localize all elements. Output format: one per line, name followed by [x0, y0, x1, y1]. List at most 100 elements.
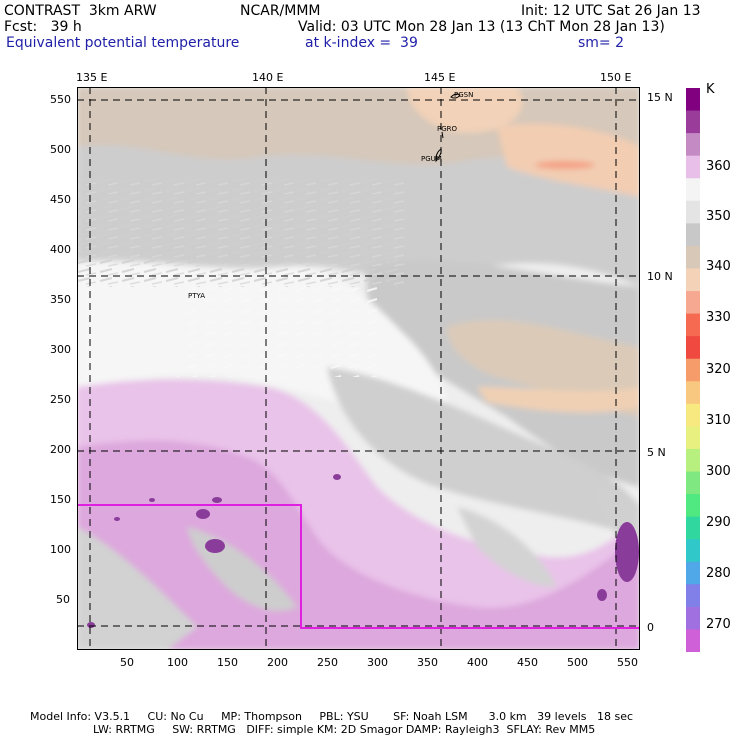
- colorbar-swatch: [686, 381, 700, 405]
- x-tick-label: 450: [517, 656, 538, 669]
- station-label: PGSN: [454, 91, 473, 99]
- island-saipan: [450, 93, 461, 99]
- colorbar-swatch: [686, 494, 700, 518]
- streak-texture-north: [77, 177, 407, 287]
- field-peach-north: [407, 87, 523, 133]
- y-tick-label: 250: [50, 393, 71, 406]
- field-orange-core: [535, 161, 595, 169]
- field-gray-south2: [457, 507, 557, 587]
- colorbar-swatch: [686, 358, 700, 382]
- colorbar-swatch: [686, 606, 700, 630]
- purple-blob: [333, 474, 341, 480]
- colorbar-label: 330: [706, 310, 731, 325]
- model-info-line2: LW: RRTMG SW: RRTMG DIFF: simple KM: 2D …: [30, 723, 596, 736]
- field-gray-sw: [77, 527, 197, 650]
- y-tick-label: 450: [50, 193, 71, 206]
- model-title: CONTRAST 3km ARW: [4, 3, 157, 19]
- field-name: Equivalent potential temperature: [6, 35, 240, 51]
- streak-texture-central: [177, 287, 377, 377]
- colorbar-swatch: [686, 268, 700, 292]
- colorbar-label: 300: [706, 464, 731, 479]
- purple-blob: [114, 517, 120, 521]
- x-tick-label: 550: [617, 656, 638, 669]
- y-tick-label: 500: [50, 143, 71, 156]
- colorbar-swatch: [686, 336, 700, 360]
- station-label: PGRO: [437, 125, 458, 133]
- field-peach-ne: [497, 123, 640, 197]
- colorbar-swatch: [686, 584, 700, 608]
- colorbar-label: 310: [706, 413, 731, 428]
- colorbar: [686, 88, 700, 652]
- y-tick-label: 550: [50, 93, 71, 106]
- purple-blob: [149, 498, 155, 502]
- island-guam: [435, 148, 442, 163]
- colorbar-label: 280: [706, 566, 731, 581]
- colorbar-unit: K: [706, 82, 715, 97]
- x-tick-label: 250: [317, 656, 338, 669]
- purple-blob: [212, 497, 222, 503]
- x-tick-label: 150: [217, 656, 238, 669]
- lon-label: 135 E: [76, 71, 108, 84]
- island-rota: [441, 131, 444, 139]
- station-label: PTYA: [188, 292, 205, 300]
- x-tick-label: 200: [267, 656, 288, 669]
- lat-label: 0: [647, 621, 654, 634]
- x-tick-label: 400: [467, 656, 488, 669]
- colorbar-label: 270: [706, 617, 731, 632]
- purple-blob: [597, 589, 607, 601]
- colorbar-swatch: [686, 313, 700, 337]
- smoothing: sm= 2: [578, 35, 625, 51]
- lat-label: 15 N: [647, 91, 673, 104]
- colorbar-swatch: [686, 200, 700, 224]
- x-tick-label: 500: [567, 656, 588, 669]
- colorbar-swatch: [686, 155, 700, 179]
- colorbar-swatch: [686, 448, 700, 473]
- colorbar-swatch: [686, 245, 700, 269]
- field-gray-central: [327, 367, 640, 537]
- colorbar-swatch: [686, 403, 700, 427]
- colorbar-swatch: [686, 471, 700, 495]
- purple-blob: [87, 622, 95, 628]
- purple-blob: [196, 509, 210, 519]
- lat-label: 5 N: [647, 446, 666, 459]
- colorbar-label: 350: [706, 209, 731, 224]
- y-tick-label: 200: [50, 443, 71, 456]
- lon-label: 145 E: [424, 71, 456, 84]
- field-pink-south: [77, 440, 640, 650]
- x-tick-label: 350: [417, 656, 438, 669]
- colorbar-swatch: [686, 426, 700, 450]
- colorbar-swatch: [686, 561, 700, 585]
- colorbar-swatch: [686, 88, 700, 112]
- map-frame: [77, 87, 640, 650]
- colorbar-swatch: [686, 291, 700, 315]
- nested-domain-outline: [77, 504, 640, 629]
- colorbar-label: 320: [706, 362, 731, 377]
- forecast-hour: Fcst: 39 h: [4, 19, 82, 35]
- y-tick-label: 350: [50, 293, 71, 306]
- y-tick-label: 100: [50, 543, 71, 556]
- y-tick-label: 150: [50, 493, 71, 506]
- colorbar-swatch: [686, 178, 700, 202]
- valid-time: Valid: 03 UTC Mon 28 Jan 13 (13 ChT Mon …: [298, 19, 665, 35]
- colorbar-swatch: [686, 539, 700, 563]
- x-tick-label: 300: [367, 656, 388, 669]
- level-index: at k-index = 39: [305, 35, 418, 51]
- purple-blob: [205, 539, 225, 553]
- colorbar-swatch: [686, 516, 700, 540]
- colorbar-label: 340: [706, 259, 731, 274]
- lon-label: 150 E: [600, 71, 632, 84]
- init-time: Init: 12 UTC Sat 26 Jan 13: [521, 3, 701, 19]
- lon-label: 140 E: [252, 71, 284, 84]
- colorbar-swatch: [686, 223, 700, 247]
- colorbar-swatch: [686, 629, 700, 652]
- x-tick-label: 100: [167, 656, 188, 669]
- field-peach-east: [477, 387, 640, 413]
- purple-blob: [615, 522, 639, 582]
- lat-label: 10 N: [647, 270, 673, 283]
- y-tick-label: 50: [56, 593, 70, 606]
- colorbar-label: 360: [706, 159, 731, 174]
- colorbar-swatch: [686, 133, 700, 157]
- org-label: NCAR/MMM: [240, 3, 321, 19]
- y-tick-label: 400: [50, 243, 71, 256]
- colorbar-swatch: [686, 110, 700, 134]
